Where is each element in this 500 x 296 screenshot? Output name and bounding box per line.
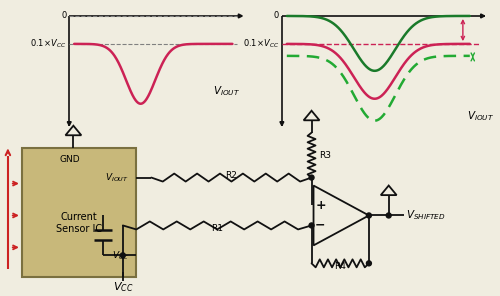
Text: $0.1{\times}V_{CC}$: $0.1{\times}V_{CC}$ [30,38,66,50]
Polygon shape [480,14,484,18]
Circle shape [386,213,391,218]
Text: $V_{IOUT}$: $V_{IOUT}$ [104,171,128,184]
Text: Current
Sensor IC: Current Sensor IC [56,212,102,234]
Text: +: + [315,199,326,212]
Polygon shape [68,122,71,126]
Text: $V_{CC}$: $V_{CC}$ [112,249,128,262]
Text: GND: GND [60,155,80,164]
Circle shape [309,223,314,228]
Text: R4: R4 [334,262,346,271]
Text: $V_{IOUT}$: $V_{IOUT}$ [212,84,240,98]
Text: R2: R2 [226,170,237,180]
Circle shape [309,175,314,180]
Polygon shape [280,122,284,126]
Text: R1: R1 [211,224,223,234]
Text: −: − [315,219,326,232]
Polygon shape [238,14,242,18]
Text: 0: 0 [274,12,279,20]
Text: 0: 0 [61,12,66,20]
Text: R3: R3 [320,151,332,160]
Circle shape [366,213,372,218]
Text: $V_{SHIFTED}$: $V_{SHIFTED}$ [406,209,446,222]
Circle shape [366,261,372,266]
Circle shape [120,253,126,258]
FancyBboxPatch shape [22,148,136,277]
Text: $V_{IOUT}$: $V_{IOUT}$ [467,109,494,123]
Text: $0.1{\times}V_{CC}$: $0.1{\times}V_{CC}$ [242,38,279,50]
Text: $V_{CC}$: $V_{CC}$ [112,280,133,294]
